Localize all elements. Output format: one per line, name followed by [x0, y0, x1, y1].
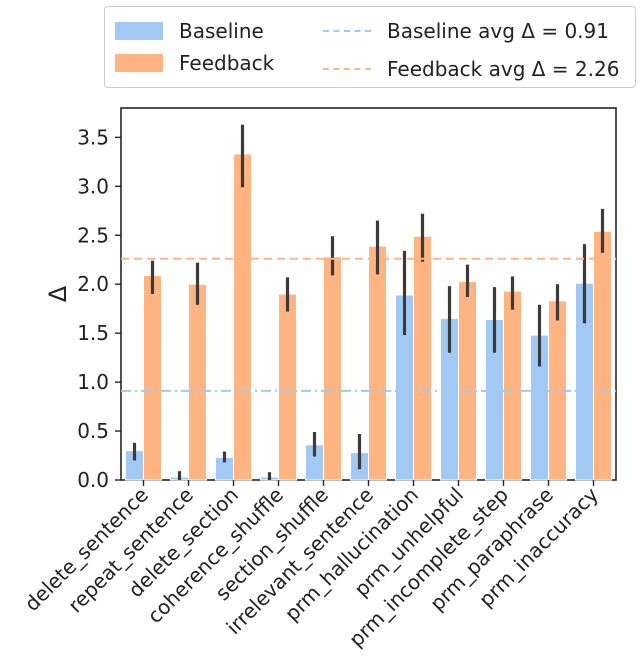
legend-label-feedback-avg: Feedback avg Δ = 2.26: [387, 57, 620, 81]
legend-item-feedback-avg: Feedback avg Δ = 2.26: [323, 57, 619, 81]
y-axis-label: Δ: [44, 285, 72, 302]
bar-feedback: [593, 230, 612, 481]
legend-label-feedback: Feedback: [179, 51, 275, 75]
bar-feedback: [413, 235, 432, 481]
bar-feedback: [143, 274, 162, 481]
bar-feedback: [368, 245, 387, 481]
legend-item-feedback: Feedback: [115, 51, 274, 75]
y-tick-label: 3.0: [77, 174, 109, 198]
legend-item-baseline: Baseline: [115, 19, 264, 43]
bar-feedback: [188, 283, 207, 481]
y-tick-label: 1.5: [77, 321, 109, 345]
y-tick-label: 3.5: [77, 125, 109, 149]
legend-swatch-feedback: [115, 54, 163, 72]
legend: Baseline Feedback Baseline avg Δ = 0.91 …: [104, 6, 636, 88]
bar-feedback: [278, 293, 297, 481]
legend-line-baseline-avg: [323, 30, 371, 32]
y-tick-label: 2.5: [77, 223, 109, 247]
y-tick-label: 0.5: [77, 419, 109, 443]
legend-swatch-baseline: [115, 22, 163, 40]
bar-feedback: [233, 153, 252, 481]
y-tick-label: 1.0: [77, 370, 109, 394]
bar-feedback: [323, 256, 342, 481]
bar-feedback: [458, 280, 477, 481]
legend-label-baseline-avg: Baseline avg Δ = 0.91: [387, 19, 609, 43]
bar-feedback: [503, 290, 522, 481]
legend-item-baseline-avg: Baseline avg Δ = 0.91: [323, 19, 609, 43]
y-tick-label: 2.0: [77, 272, 109, 296]
legend-label-baseline: Baseline: [179, 19, 264, 43]
y-tick-label: 0.0: [77, 468, 109, 492]
legend-line-feedback-avg: [323, 68, 371, 70]
